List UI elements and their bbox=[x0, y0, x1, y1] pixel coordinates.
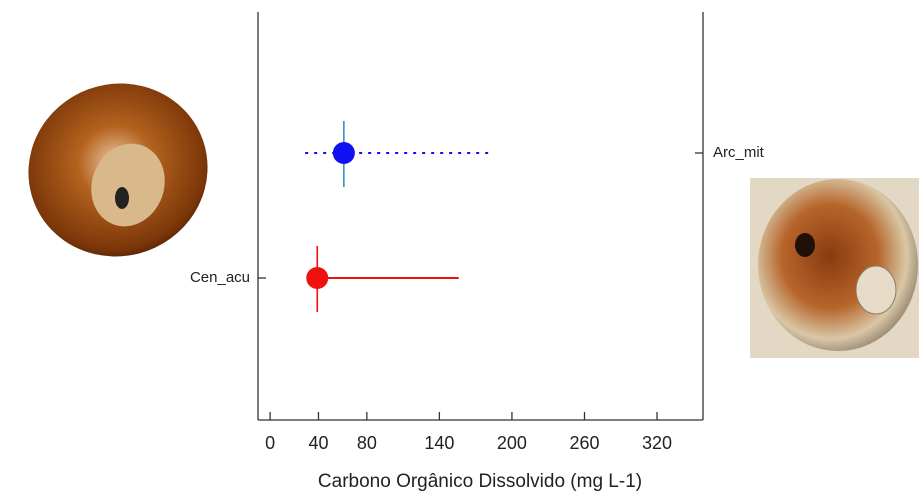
x-tick-label: 140 bbox=[424, 433, 454, 453]
x-tick-label: 320 bbox=[642, 433, 672, 453]
x-tick-label: 80 bbox=[357, 433, 377, 453]
left-photo bbox=[28, 83, 208, 257]
x-tick-label: 260 bbox=[569, 433, 599, 453]
right-photo bbox=[750, 178, 919, 358]
y-tick-label: Arc_mit bbox=[713, 144, 765, 161]
axes bbox=[257, 12, 704, 421]
x-axis-title: Carbono Orgânico Dissolvido (mg L-1) bbox=[318, 471, 642, 492]
y-tick-label: Cen_acu bbox=[190, 269, 250, 286]
x-tick-label: 40 bbox=[308, 433, 328, 453]
point bbox=[332, 142, 355, 164]
x-tick-label: 0 bbox=[265, 433, 275, 453]
x-tick-label: 200 bbox=[497, 433, 527, 453]
point bbox=[306, 267, 329, 289]
